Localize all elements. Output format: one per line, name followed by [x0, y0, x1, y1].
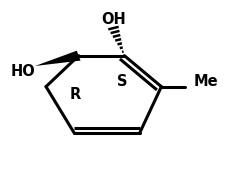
Text: OH: OH [101, 12, 126, 27]
Text: Me: Me [194, 74, 219, 89]
Polygon shape [35, 51, 81, 66]
Text: HO: HO [11, 64, 36, 79]
Text: S: S [117, 74, 127, 89]
Text: R: R [70, 87, 81, 102]
